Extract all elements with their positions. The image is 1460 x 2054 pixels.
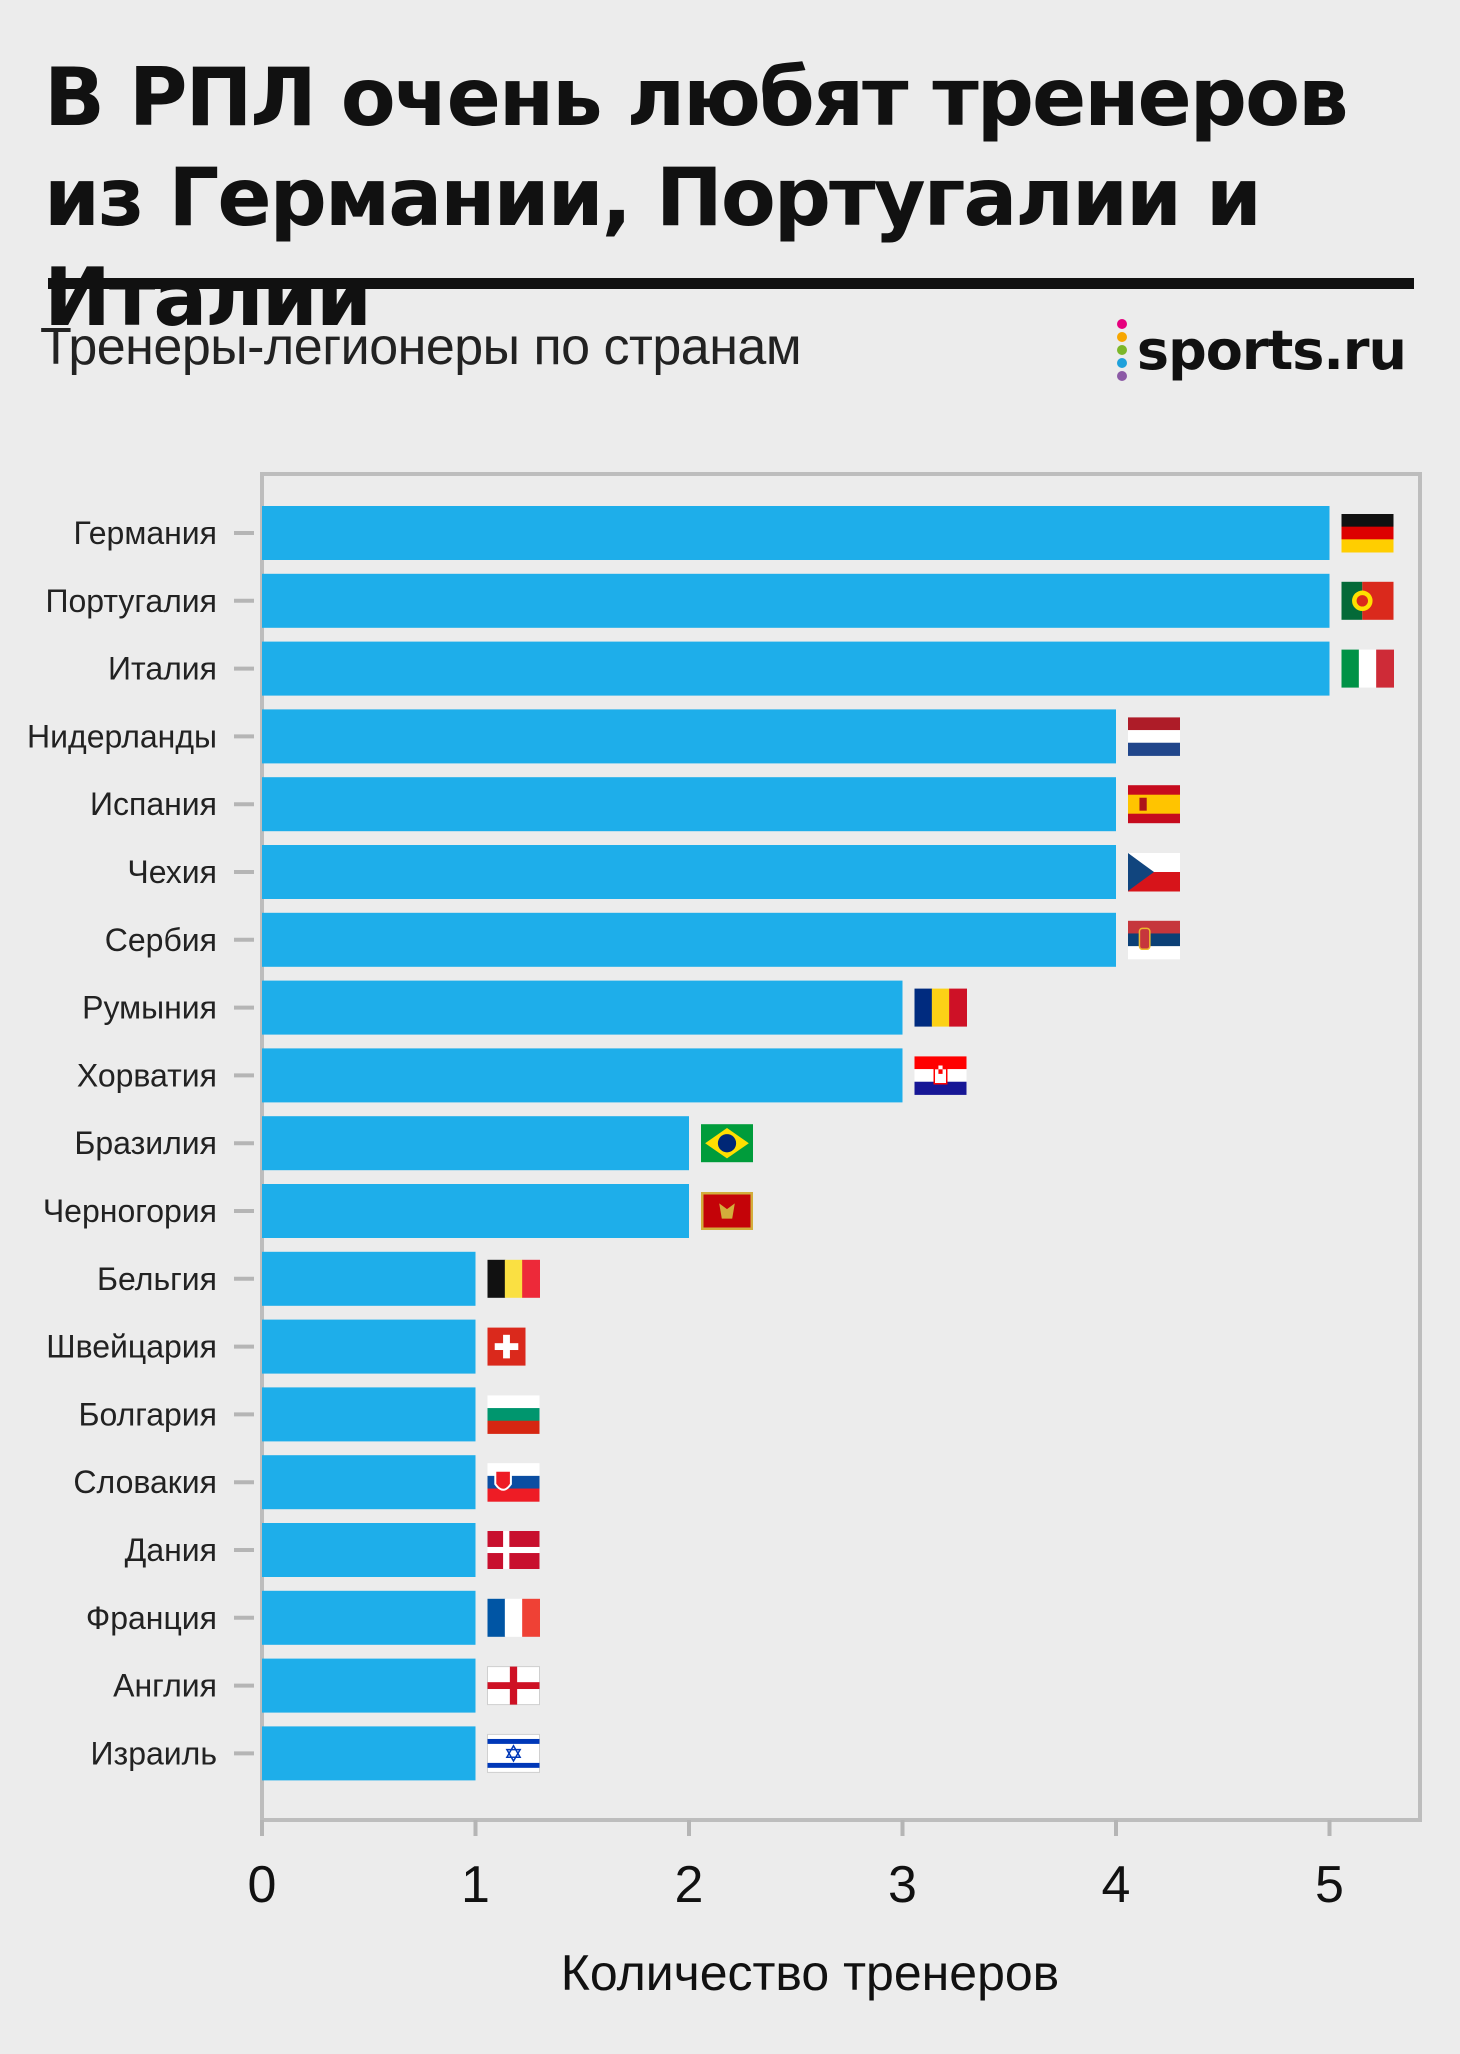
bar-13 bbox=[262, 1319, 476, 1374]
netherlands-flag-icon bbox=[1128, 717, 1180, 756]
x-tick-label: 3 bbox=[888, 1856, 917, 1914]
bar-11 bbox=[262, 1184, 689, 1238]
logo-text: sports.ru bbox=[1136, 318, 1407, 382]
sports-ru-logo: sports.ru bbox=[1116, 318, 1407, 382]
belgium-flag-icon bbox=[487, 1259, 540, 1298]
category-label: Англия bbox=[113, 1668, 217, 1704]
logo-dot bbox=[1116, 345, 1127, 355]
x-tick-label: 2 bbox=[675, 1856, 704, 1914]
bar-7 bbox=[262, 912, 1116, 967]
category-label: Сербия bbox=[105, 922, 217, 958]
brazil-flag-icon bbox=[701, 1124, 753, 1163]
spain-flag-icon bbox=[1128, 785, 1180, 824]
france-flag-icon bbox=[487, 1598, 540, 1637]
bar-6 bbox=[262, 845, 1116, 899]
category-label: Испания bbox=[90, 786, 217, 822]
category-label: Румыния bbox=[82, 990, 217, 1026]
category-label: Португалия bbox=[45, 583, 217, 619]
category-label: Болгария bbox=[78, 1396, 217, 1432]
category-label: Израиль bbox=[91, 1735, 217, 1771]
bar-8 bbox=[262, 980, 903, 1035]
logo-dot bbox=[1116, 358, 1127, 368]
bar-4 bbox=[262, 709, 1116, 764]
croatia-flag-icon bbox=[914, 1056, 967, 1095]
logo-dot bbox=[1116, 371, 1127, 381]
germany-flag-icon bbox=[1341, 514, 1394, 553]
x-axis-title: Количество тренеров bbox=[561, 1945, 1060, 2001]
bar-18 bbox=[262, 1658, 476, 1713]
x-tick-label: 1 bbox=[461, 1856, 490, 1914]
category-label: Черногория bbox=[43, 1193, 217, 1229]
category-label: Швейцария bbox=[46, 1329, 217, 1365]
slovakia-flag-icon bbox=[487, 1463, 540, 1502]
bar-14 bbox=[262, 1387, 476, 1442]
x-tick-label: 4 bbox=[1102, 1856, 1131, 1914]
category-label: Дания bbox=[125, 1532, 217, 1568]
england-flag-icon bbox=[487, 1666, 540, 1706]
category-label: Нидерланды bbox=[27, 718, 217, 754]
logo-dot bbox=[1116, 332, 1127, 342]
logo-dots-icon bbox=[1116, 319, 1127, 381]
bulgaria-flag-icon bbox=[487, 1395, 540, 1434]
italy-flag-icon bbox=[1341, 649, 1394, 688]
category-label: Бельгия bbox=[97, 1261, 217, 1297]
israel-flag-icon bbox=[487, 1733, 540, 1773]
logo-dot bbox=[1116, 319, 1127, 329]
bar-10 bbox=[262, 1116, 689, 1171]
category-label: Бразилия bbox=[74, 1125, 217, 1161]
chart-title: В РПЛ очень любят тренеров из Германии, … bbox=[44, 51, 1349, 344]
bar-5 bbox=[262, 777, 1116, 832]
czechia-flag-icon bbox=[1128, 853, 1180, 892]
bar-19 bbox=[262, 1726, 476, 1781]
bar-15 bbox=[262, 1455, 476, 1510]
category-label: Франция bbox=[86, 1600, 217, 1636]
serbia-flag-icon bbox=[1128, 920, 1180, 960]
bar-9 bbox=[262, 1048, 903, 1103]
romania-flag-icon bbox=[914, 988, 967, 1027]
title-divider bbox=[48, 278, 1414, 289]
x-tick-label: 0 bbox=[248, 1856, 277, 1914]
montenegro-flag-icon bbox=[701, 1192, 753, 1230]
category-label: Германия bbox=[74, 515, 217, 551]
bar-16 bbox=[262, 1523, 476, 1577]
bar-12 bbox=[262, 1251, 476, 1306]
category-label: Чехия bbox=[127, 854, 217, 890]
bar-1 bbox=[262, 506, 1330, 560]
chart-subtitle: Тренеры-легионеры по странам bbox=[40, 318, 802, 376]
category-label: Словакия bbox=[73, 1464, 217, 1500]
bar-17 bbox=[262, 1590, 476, 1645]
portugal-flag-icon bbox=[1341, 581, 1394, 620]
switzerland-flag-icon bbox=[487, 1327, 526, 1366]
x-tick-label: 5 bbox=[1315, 1856, 1344, 1914]
denmark-flag-icon bbox=[487, 1531, 540, 1569]
category-label: Хорватия bbox=[77, 1057, 217, 1093]
category-label: Италия bbox=[108, 651, 217, 687]
bar-3 bbox=[262, 641, 1330, 696]
bar-2 bbox=[262, 573, 1330, 628]
